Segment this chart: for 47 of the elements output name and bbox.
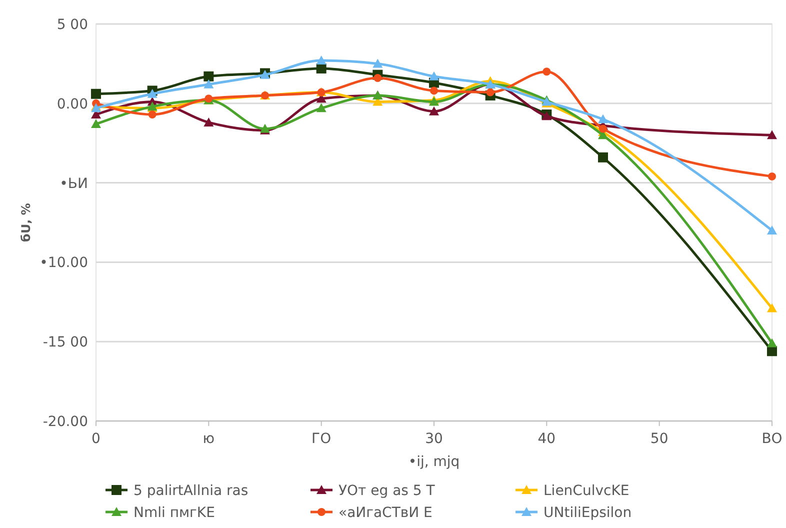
point bbox=[204, 117, 214, 126]
point bbox=[316, 56, 326, 65]
legend-label: Nmli пмгKE bbox=[134, 505, 215, 521]
point bbox=[767, 303, 777, 312]
legend-label: «аИгаСТвИ E bbox=[338, 505, 432, 521]
x-tick-label: 30 bbox=[425, 431, 443, 447]
point bbox=[430, 86, 438, 95]
x-tick-label: 50 bbox=[650, 431, 668, 447]
x-axis-title: •ij, mjq bbox=[408, 454, 460, 470]
point bbox=[372, 58, 383, 68]
point bbox=[598, 114, 608, 124]
legend-label: УОт eg as 5 Т bbox=[338, 483, 436, 499]
point bbox=[429, 71, 439, 80]
x-tick-label: ВО bbox=[762, 431, 782, 447]
point bbox=[316, 63, 326, 74]
y-tick-label: 5 00 bbox=[56, 17, 88, 33]
point bbox=[768, 172, 776, 180]
point bbox=[204, 79, 214, 88]
point bbox=[486, 88, 494, 96]
point bbox=[767, 225, 777, 234]
x-tick-label: ю bbox=[202, 431, 215, 447]
point bbox=[316, 103, 326, 112]
y-tick-label: •ЬИ bbox=[60, 176, 88, 192]
point bbox=[599, 124, 607, 133]
x-tick-label: 0 bbox=[92, 431, 100, 447]
point bbox=[147, 88, 158, 98]
y-tick-label: •10.00 bbox=[40, 255, 88, 272]
point bbox=[374, 74, 382, 82]
x-tick-label: ГО bbox=[312, 431, 332, 447]
x-tick-label: 40 bbox=[538, 431, 556, 447]
point bbox=[542, 68, 551, 76]
point bbox=[429, 106, 439, 116]
point bbox=[204, 71, 214, 82]
legend-label: 5 palirtAllnia ras bbox=[134, 483, 248, 499]
point bbox=[767, 346, 777, 356]
point bbox=[767, 130, 777, 140]
point bbox=[148, 110, 156, 119]
legend-label: UNtiliEpsilon bbox=[544, 505, 632, 521]
point bbox=[767, 338, 777, 348]
legend-label: LienCulvcKE bbox=[544, 483, 630, 499]
point bbox=[598, 152, 608, 162]
y-tick-label: -20.00 bbox=[42, 414, 88, 430]
y-axis-title: бU, % bbox=[19, 203, 33, 242]
y-tick-label: 0.00 bbox=[56, 96, 88, 112]
point bbox=[91, 119, 101, 128]
y-tick-label: -15 00 bbox=[42, 334, 88, 351]
point bbox=[91, 88, 101, 99]
